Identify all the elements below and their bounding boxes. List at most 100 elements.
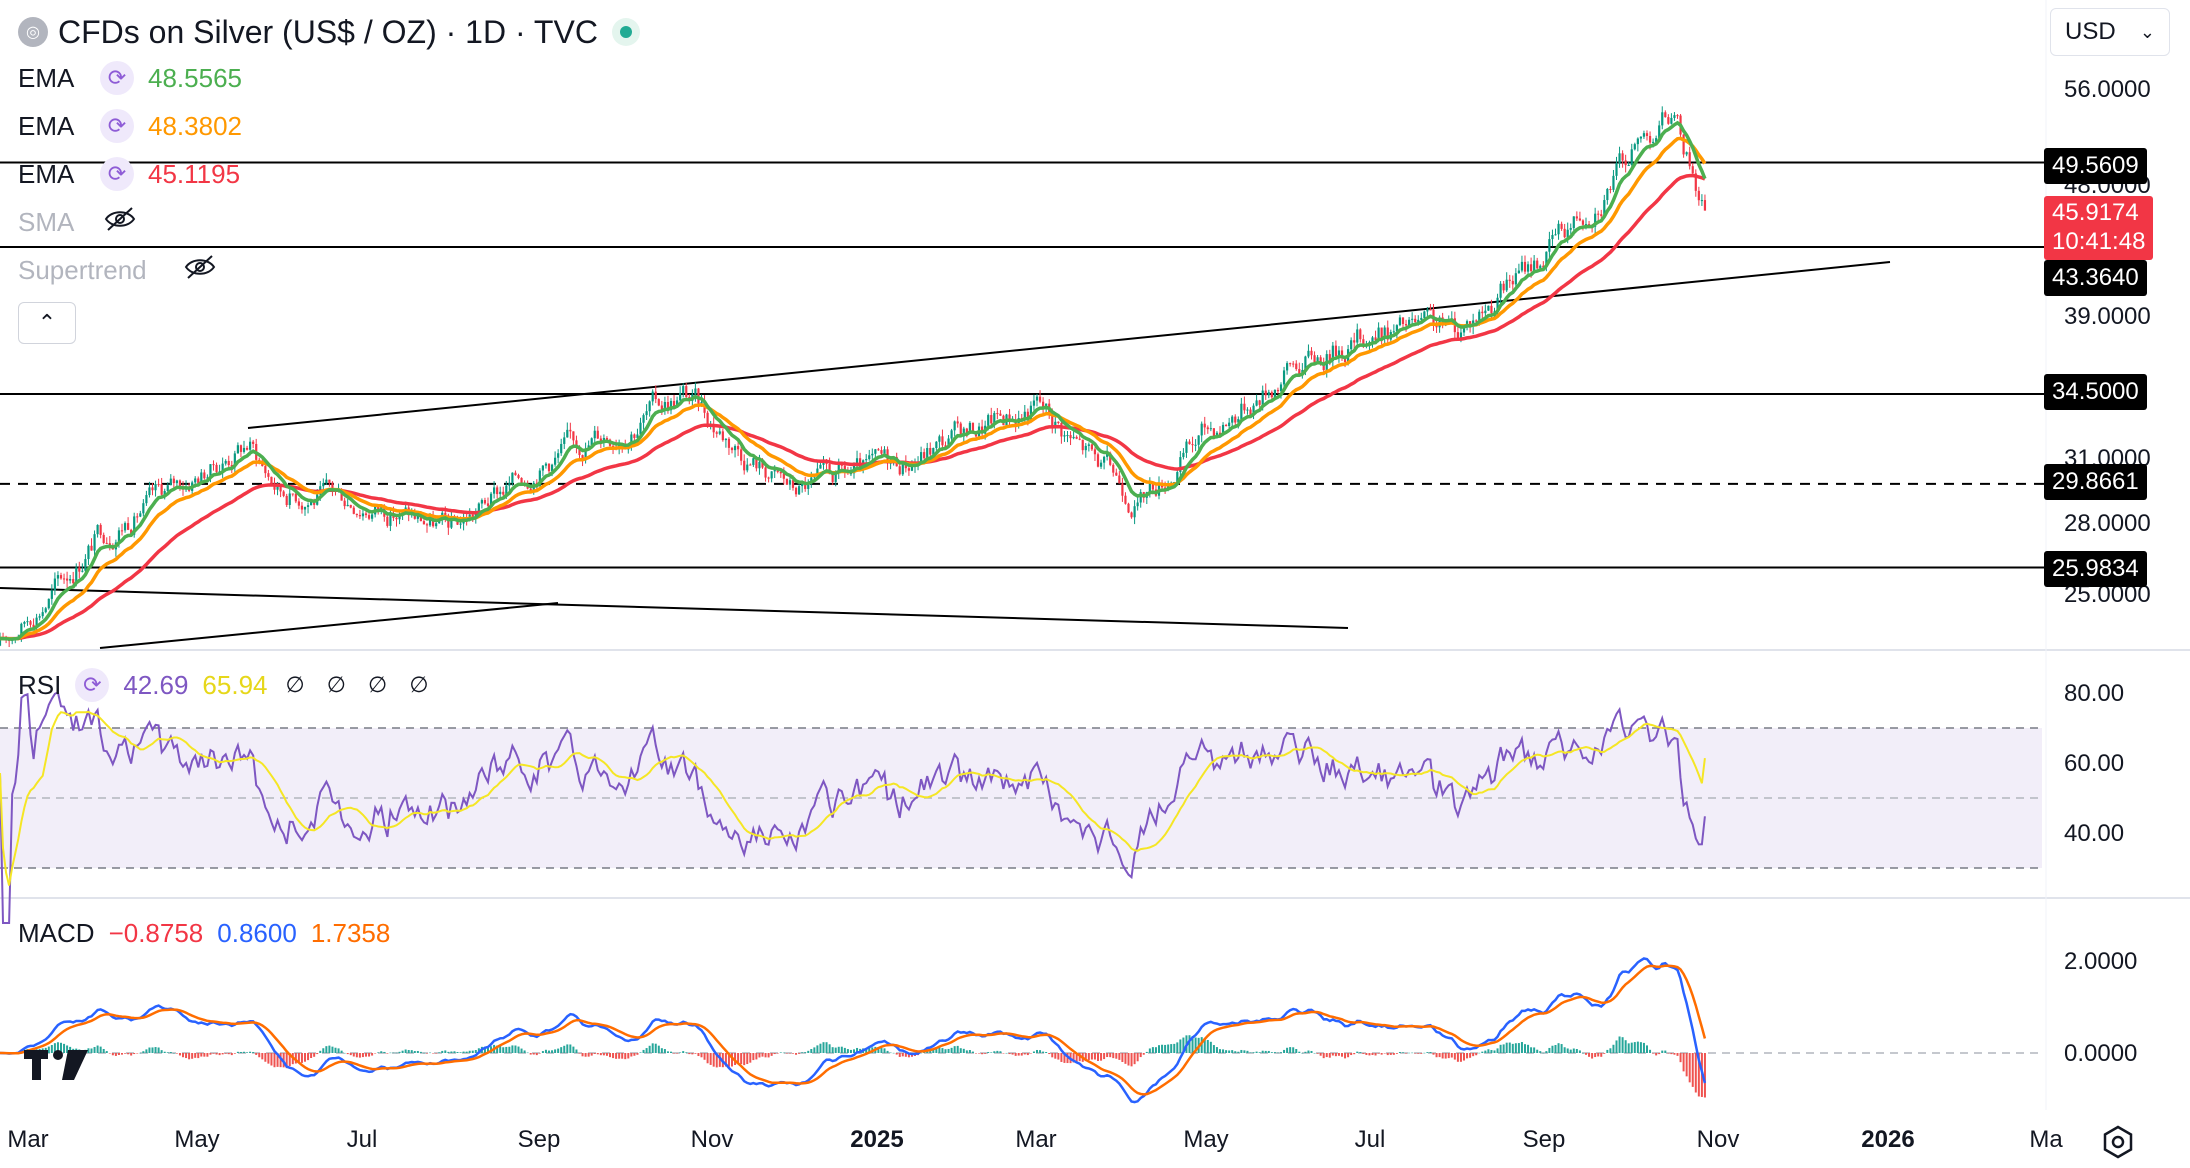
candle xyxy=(87,544,90,566)
rsi-legend[interactable]: RSI ⟳ 42.69 65.94 ∅ ∅ ∅ ∅ xyxy=(18,668,437,702)
macd-axis-label: 0.0000 xyxy=(2064,1040,2138,1067)
refresh-icon[interactable]: ⟳ xyxy=(100,109,134,143)
macd-histogram-bar xyxy=(785,1053,788,1054)
macd-histogram-bar xyxy=(1655,1053,1658,1056)
candle xyxy=(1035,393,1039,407)
eye-off-icon[interactable] xyxy=(104,206,136,239)
macd-histogram-bar xyxy=(471,1050,474,1053)
candle xyxy=(127,517,130,531)
macd-histogram-bar xyxy=(239,1051,242,1053)
macd-histogram-bar xyxy=(221,1053,224,1055)
macd-histogram-bar xyxy=(496,1045,499,1053)
currency-value: USD xyxy=(2065,18,2116,45)
candle xyxy=(1258,399,1261,408)
macd-histogram-bar xyxy=(1215,1047,1218,1053)
macd-histogram-bar xyxy=(1161,1044,1164,1053)
macd-histogram-bar xyxy=(947,1048,950,1053)
candle xyxy=(1420,312,1423,322)
macd-histogram-bar xyxy=(1087,1053,1090,1060)
candle xyxy=(1350,337,1353,353)
macd-histogram-bar xyxy=(307,1053,310,1061)
candle xyxy=(544,462,548,469)
candle xyxy=(642,413,645,430)
tradingview-logo[interactable] xyxy=(24,1050,88,1093)
candle xyxy=(663,396,666,415)
candle xyxy=(1063,430,1066,442)
candle xyxy=(1356,323,1359,347)
macd-histogram-bar xyxy=(1036,1049,1038,1053)
macd-histogram-bar xyxy=(1273,1052,1276,1053)
macd-histogram-bar xyxy=(1148,1048,1151,1053)
refresh-icon[interactable]: ⟳ xyxy=(75,668,110,702)
macd-histogram-bar xyxy=(892,1052,895,1054)
symbol-title-row[interactable]: ◎ CFDs on Silver (US$ / OZ) · 1D · TVC xyxy=(18,10,640,54)
macd-histogram-bar xyxy=(535,1053,538,1056)
candle xyxy=(151,483,154,496)
candle xyxy=(355,513,358,518)
indicator-ema-slow[interactable]: EMA ⟳ 45.1195 xyxy=(18,150,640,198)
trend-lines xyxy=(0,261,1891,649)
macd-histogram-bar xyxy=(322,1048,325,1053)
macd-histogram-bar xyxy=(358,1053,361,1058)
eye-off-icon[interactable] xyxy=(184,254,216,287)
refresh-icon[interactable]: ⟳ xyxy=(100,157,134,191)
collapse-legend-button[interactable]: ⌃ xyxy=(18,302,76,344)
candle xyxy=(730,446,734,454)
macd-histogram-bar xyxy=(1045,1052,1048,1053)
candle xyxy=(538,468,541,490)
candle xyxy=(1084,443,1087,458)
candle xyxy=(1209,421,1212,432)
macd-histogram-bar xyxy=(1054,1053,1057,1059)
macd-histogram-bar xyxy=(1219,1049,1221,1053)
candle xyxy=(770,471,773,483)
macd-histogram-bar xyxy=(596,1053,599,1055)
macd-histogram-bar xyxy=(1575,1048,1578,1053)
candle xyxy=(1594,207,1597,234)
candle xyxy=(1267,389,1270,399)
candle xyxy=(1490,299,1493,321)
macd-histogram-bar xyxy=(105,1051,108,1053)
candle xyxy=(1618,146,1621,168)
macd-histogram-bar xyxy=(1048,1053,1051,1055)
candle xyxy=(508,476,511,491)
macd-histogram-bar xyxy=(1697,1053,1700,1097)
macd-histogram-bar xyxy=(709,1053,712,1065)
macd-histogram-bar xyxy=(630,1053,633,1057)
macd-histogram-bar xyxy=(69,1046,72,1053)
candlestick-series xyxy=(0,106,1707,648)
indicator-ema-mid[interactable]: EMA ⟳ 48.3802 xyxy=(18,102,640,150)
time-axis-label: May xyxy=(174,1126,220,1153)
macd-histogram-bar xyxy=(462,1051,465,1053)
macd-histogram-bar xyxy=(422,1052,425,1054)
indicator-supertrend[interactable]: Supertrend xyxy=(18,246,640,294)
rsi-band xyxy=(0,728,2042,868)
candle xyxy=(1667,114,1670,125)
rsi-axis-label: 60.00 xyxy=(2064,750,2125,777)
candle xyxy=(727,437,731,455)
candle xyxy=(1694,169,1697,197)
macd-histogram-bar xyxy=(1301,1052,1304,1054)
candle xyxy=(1243,396,1246,414)
macd-histogram-bar xyxy=(178,1053,181,1056)
macd-histogram-bar xyxy=(392,1052,395,1054)
macd-legend[interactable]: MACD −0.8758 0.8600 1.7358 xyxy=(18,918,390,949)
candle xyxy=(1289,362,1292,367)
current-price: 45.9174 xyxy=(2052,199,2139,226)
candle xyxy=(1658,120,1661,139)
refresh-icon[interactable]: ⟳ xyxy=(100,61,134,95)
macd-histogram-bar xyxy=(1453,1053,1456,1060)
macd-histogram-bar xyxy=(1585,1053,1587,1055)
macd-histogram-bar xyxy=(1222,1049,1225,1053)
macd-histogram-bar xyxy=(602,1053,605,1056)
macd-histogram-bar xyxy=(1545,1051,1548,1053)
settings-gear-icon[interactable] xyxy=(2100,1124,2136,1160)
macd-histogram-bar xyxy=(1417,1053,1420,1054)
indicator-sma[interactable]: SMA xyxy=(18,198,640,246)
candle xyxy=(1185,439,1188,458)
macd-histogram-bar xyxy=(944,1049,947,1053)
currency-selector[interactable]: USD ⌄ xyxy=(2050,8,2170,56)
indicator-ema-fast[interactable]: EMA ⟳ 48.5565 xyxy=(18,54,640,102)
candle xyxy=(1255,394,1258,407)
candle xyxy=(496,485,499,499)
